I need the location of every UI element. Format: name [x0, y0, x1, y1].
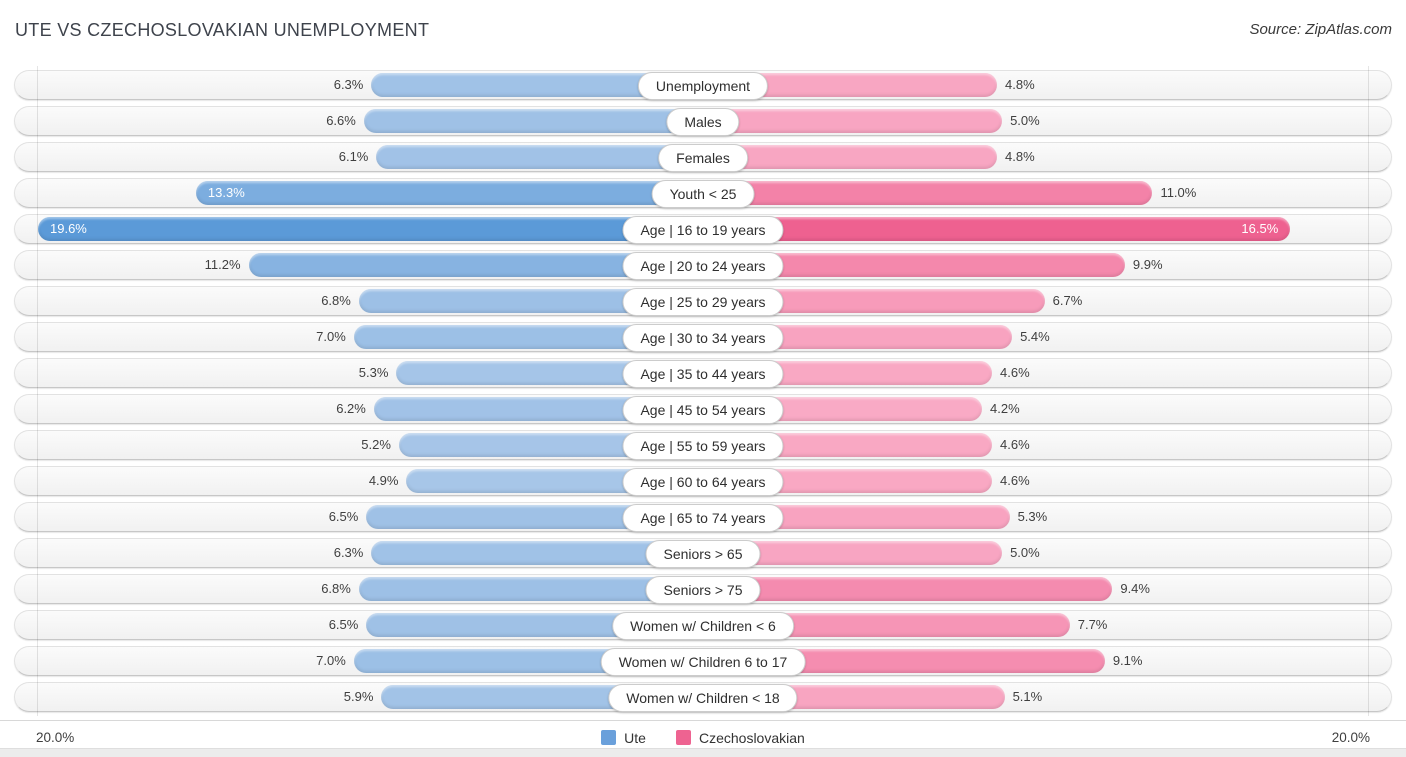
- category-label: Seniors > 65: [645, 540, 761, 568]
- ute-value-label: 6.2%: [336, 401, 366, 416]
- legend-item-ute: Ute: [601, 730, 646, 746]
- czechoslovakian-value-label: 5.4%: [1020, 329, 1050, 344]
- ute-value-label: 6.5%: [328, 509, 359, 524]
- czechoslovakian-value-label: 5.0%: [1010, 113, 1040, 128]
- category-label: Women w/ Children < 6: [612, 612, 794, 640]
- axis-gridline-left: [37, 66, 38, 716]
- chart-row: 4.9% 4.6% Age | 60 to 64 years: [14, 466, 1392, 496]
- ute-legend-swatch: [601, 730, 617, 745]
- ute-bar: [376, 145, 703, 169]
- category-label: Age | 20 to 24 years: [622, 252, 784, 280]
- category-label: Age | 30 to 34 years: [622, 324, 784, 352]
- czechoslovakian-value-label: 4.2%: [990, 401, 1020, 416]
- category-label: Youth < 25: [651, 180, 755, 208]
- ute-value-label: 5.3%: [358, 365, 389, 380]
- chart-row: 5.3% 4.6% Age | 35 to 44 years: [14, 358, 1392, 388]
- ute-value-label: 6.1%: [338, 149, 369, 164]
- ute-bar: [363, 109, 703, 133]
- chart-row: 6.6% 5.0% Males: [14, 106, 1392, 136]
- chart-row: 7.0% 9.1% Women w/ Children 6 to 17: [14, 646, 1392, 676]
- czechoslovakian-value-label: 16.5%: [1241, 221, 1279, 236]
- ute-value-label: 19.6%: [50, 221, 87, 236]
- czechoslovakian-legend-swatch: [675, 730, 691, 745]
- chart-row: 6.2% 4.2% Age | 45 to 54 years: [14, 394, 1392, 424]
- footer: 20.0% Ute Czechoslovakian 20.0%: [0, 720, 1406, 754]
- czechoslovakian-bar: [703, 217, 1291, 241]
- category-label: Age | 16 to 19 years: [622, 216, 784, 244]
- page-title: UTE VS CZECHOSLOVAKIAN UNEMPLOYMENT: [15, 20, 430, 40]
- header: UTE VS CZECHOSLOVAKIAN UNEMPLOYMENT Sour…: [0, 0, 1406, 62]
- czechoslovakian-value-label: 9.1%: [1112, 653, 1143, 668]
- category-label: Males: [666, 108, 740, 136]
- czechoslovakian-value-label: 9.4%: [1120, 581, 1150, 596]
- chart-row: 6.8% 9.4% Seniors > 75: [14, 574, 1392, 604]
- ute-value-label: 6.3%: [333, 545, 364, 560]
- chart-row: 6.3% 4.8% Unemployment: [14, 70, 1392, 100]
- ute-value-label: 6.8%: [321, 581, 351, 596]
- ute-value-label: 5.9%: [343, 689, 374, 704]
- ute-legend-label: Ute: [624, 729, 646, 746]
- category-label: Unemployment: [637, 72, 769, 100]
- ute-value-label: 6.6%: [326, 113, 356, 128]
- chart-row: 6.5% 5.3% Age | 65 to 74 years: [14, 502, 1392, 532]
- ute-value-label: 13.3%: [207, 185, 245, 200]
- chart-row: 19.6% 16.5% Age | 16 to 19 years: [14, 214, 1392, 244]
- chart-rows: 6.3% 4.8% Unemployment 6.6% 5.0% Males 6.1% 4.8…: [14, 70, 1392, 712]
- category-label: Women w/ Children 6 to 17: [600, 648, 806, 676]
- ute-value-label: 7.0%: [316, 329, 346, 344]
- czechoslovakian-value-label: 11.0%: [1160, 185, 1197, 200]
- ute-value-label: 5.2%: [361, 437, 391, 452]
- czechoslovakian-bar: [703, 181, 1153, 205]
- source-credit: Source: ZipAtlas.com: [1249, 21, 1392, 38]
- category-label: Age | 65 to 74 years: [622, 504, 784, 532]
- axis-max-label-left: 20.0%: [36, 730, 75, 745]
- chart-row: 13.3% 11.0% Youth < 25: [14, 178, 1392, 208]
- ute-value-label: 6.5%: [328, 617, 359, 632]
- czechoslovakian-value-label: 9.9%: [1132, 257, 1163, 272]
- czechoslovakian-value-label: 4.6%: [1000, 473, 1030, 488]
- category-label: Women w/ Children < 18: [608, 684, 798, 712]
- czechoslovakian-value-label: 5.1%: [1012, 689, 1043, 704]
- czechoslovakian-value-label: 7.7%: [1077, 617, 1108, 632]
- chart-row: 5.2% 4.6% Age | 55 to 59 years: [14, 430, 1392, 460]
- chart-row: 11.2% 9.9% Age | 20 to 24 years: [14, 250, 1392, 280]
- category-label: Age | 25 to 29 years: [622, 288, 784, 316]
- ute-bar: [38, 217, 703, 241]
- czechoslovakian-value-label: 4.8%: [1005, 77, 1035, 92]
- chart-row: 6.8% 6.7% Age | 25 to 29 years: [14, 286, 1392, 316]
- category-label: Age | 55 to 59 years: [622, 432, 784, 460]
- category-label: Age | 45 to 54 years: [622, 396, 784, 424]
- chart-row: 6.3% 5.0% Seniors > 65: [14, 538, 1392, 568]
- chart-row: 6.5% 7.7% Women w/ Children < 6: [14, 610, 1392, 640]
- axis-max-label-right: 20.0%: [1331, 730, 1370, 745]
- ute-value-label: 4.9%: [368, 473, 399, 488]
- czechoslovakian-value-label: 5.3%: [1017, 509, 1048, 524]
- czechoslovakian-value-label: 4.8%: [1005, 149, 1035, 164]
- czechoslovakian-value-label: 5.0%: [1010, 545, 1040, 560]
- axis-gridline-right: [1368, 66, 1369, 716]
- czechoslovakian-legend-label: Czechoslovakian: [698, 729, 805, 746]
- chart-row: 7.0% 5.4% Age | 30 to 34 years: [14, 322, 1392, 352]
- ute-bar: [195, 181, 703, 205]
- bottom-strip: [0, 748, 1406, 757]
- czechoslovakian-bar: [703, 109, 1003, 133]
- czechoslovakian-bar: [703, 577, 1113, 601]
- czechoslovakian-value-label: 4.6%: [1000, 437, 1030, 452]
- category-label: Age | 35 to 44 years: [622, 360, 784, 388]
- category-label: Age | 60 to 64 years: [622, 468, 784, 496]
- category-label: Females: [658, 144, 748, 172]
- ute-value-label: 6.3%: [333, 77, 364, 92]
- legend-item-czechoslovakian: Czechoslovakian: [675, 729, 805, 746]
- czechoslovakian-value-label: 6.7%: [1052, 293, 1083, 308]
- category-label: Seniors > 75: [645, 576, 761, 604]
- chart-row: 6.1% 4.8% Females: [14, 142, 1392, 172]
- ute-value-label: 7.0%: [316, 653, 346, 668]
- czechoslovakian-bar: [703, 145, 998, 169]
- tornado-chart: 6.3% 4.8% Unemployment 6.6% 5.0% Males 6.1% 4.8…: [14, 66, 1392, 718]
- ute-value-label: 6.8%: [321, 293, 351, 308]
- chart-row: 5.9% 5.1% Women w/ Children < 18: [14, 682, 1392, 712]
- czechoslovakian-value-label: 4.6%: [1000, 365, 1030, 380]
- ute-value-label: 11.2%: [204, 257, 241, 272]
